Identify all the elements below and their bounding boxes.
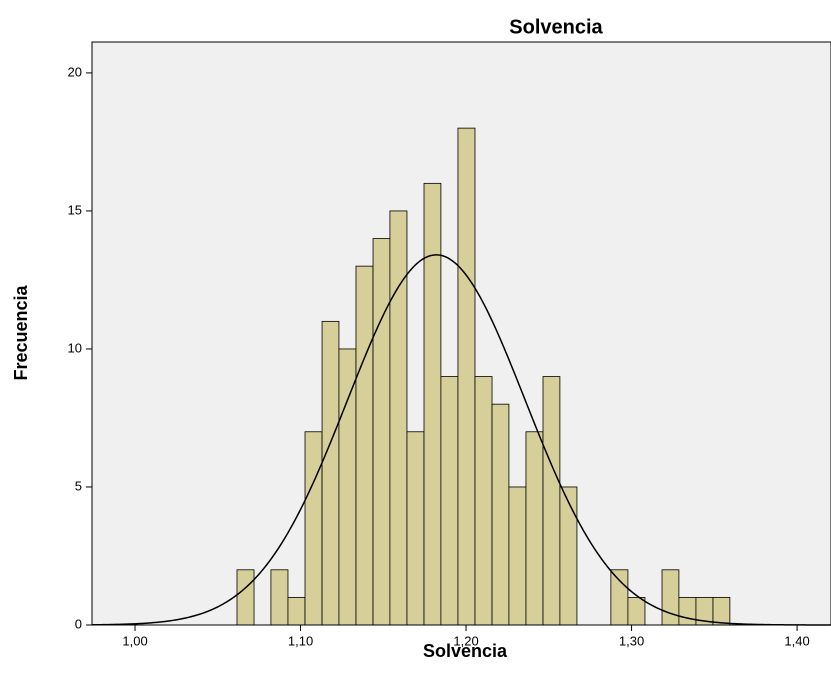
bar — [287, 596, 306, 626]
bar — [474, 376, 493, 626]
y-tick-label: 10 — [68, 340, 82, 355]
x-tick-label: 1,40 — [784, 633, 809, 648]
normal-curve — [91, 254, 831, 626]
bar — [491, 403, 510, 626]
y-tick-label: 20 — [68, 64, 82, 79]
bar — [372, 238, 391, 626]
y-tick-label: 0 — [75, 616, 82, 631]
bar — [457, 127, 476, 626]
x-tick-label: 1,20 — [453, 633, 478, 648]
bar — [304, 431, 323, 626]
bar — [440, 376, 459, 626]
bar — [423, 182, 442, 626]
x-tick-label: 1,30 — [619, 633, 644, 648]
bar — [525, 431, 544, 626]
bar — [661, 569, 680, 626]
bar — [406, 431, 425, 626]
y-tick-label: 5 — [75, 478, 82, 493]
bar — [236, 569, 255, 626]
y-tick-label: 15 — [68, 202, 82, 217]
x-tick-label: 1,00 — [122, 633, 147, 648]
chart-title: Solvencia — [509, 16, 603, 38]
bar — [389, 210, 408, 626]
bar — [338, 348, 357, 626]
bar — [355, 265, 374, 626]
bar — [610, 569, 629, 626]
bar — [270, 569, 289, 626]
bar — [542, 376, 561, 626]
bar — [321, 320, 340, 626]
bar — [559, 486, 578, 626]
y-axis-title: Frecuencia — [11, 284, 31, 380]
bar — [627, 596, 646, 626]
bar — [678, 596, 697, 626]
x-tick-label: 1,10 — [288, 633, 313, 648]
bar — [712, 596, 731, 626]
bar — [508, 486, 527, 626]
plot-frame — [91, 41, 831, 626]
x-axis-title: Solvencia — [423, 641, 508, 661]
